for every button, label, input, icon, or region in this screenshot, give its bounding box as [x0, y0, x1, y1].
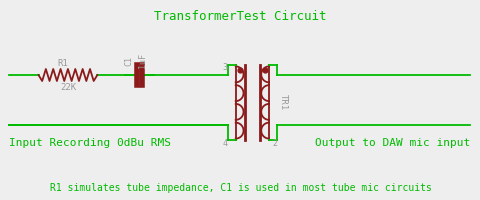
Text: Output to DAW mic input: Output to DAW mic input — [314, 138, 469, 148]
Text: 22K: 22K — [60, 84, 76, 92]
Text: TransformerTest Circuit: TransformerTest Circuit — [154, 10, 326, 23]
Text: 3: 3 — [222, 64, 227, 72]
Text: R1 simulates tube impedance, C1 is used in most tube mic circuits: R1 simulates tube impedance, C1 is used … — [49, 183, 431, 193]
Text: Input Recording 0dBu RMS: Input Recording 0dBu RMS — [9, 138, 171, 148]
Text: 4: 4 — [222, 140, 227, 148]
Text: TR1: TR1 — [279, 94, 288, 111]
Text: 2: 2 — [272, 140, 277, 148]
Text: R1: R1 — [58, 58, 68, 68]
Text: C1: C1 — [124, 56, 133, 66]
Text: 1uF: 1uF — [138, 53, 147, 68]
